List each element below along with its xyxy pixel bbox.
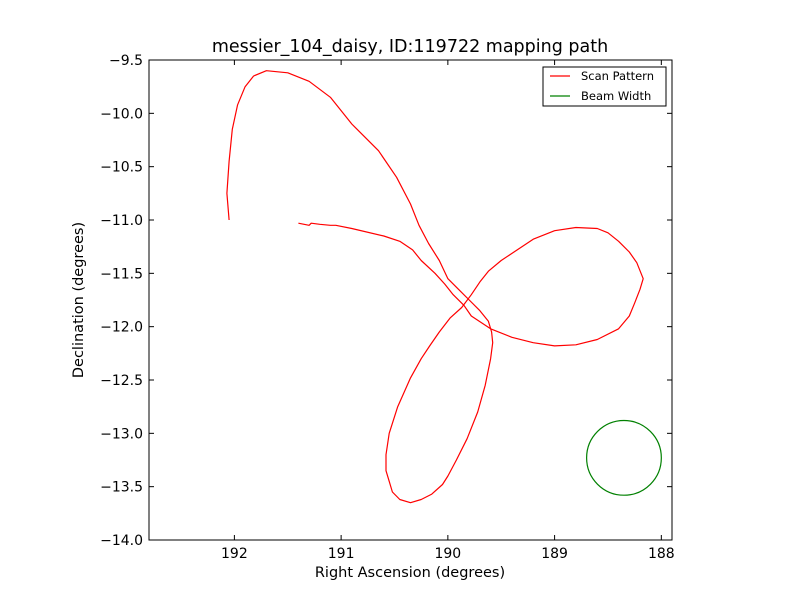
axis-ticks: 192 191 190 189 188 −9.5 −10.0 −10.5 −11.0 −11.5 −… (100, 53, 675, 562)
y-tick-label: −13.5 (100, 480, 143, 496)
x-tick-label: 192 (221, 546, 248, 562)
legend: Scan Pattern Beam Width (542, 66, 667, 107)
y-tick-label: −11.5 (100, 266, 143, 282)
y-tick-label: −12.0 (100, 320, 143, 336)
y-tick-label: −10.0 (100, 106, 143, 122)
y-tick-label: −13.0 (100, 426, 143, 442)
y-tick-label: −11.0 (100, 213, 143, 229)
x-tick-label: 189 (541, 546, 568, 562)
legend-scan-pattern-label: Scan Pattern (581, 69, 654, 83)
series-layer (226, 70, 662, 504)
x-tick-label: 190 (434, 546, 461, 562)
scan-pattern-line (226, 70, 644, 504)
plot-area (148, 59, 673, 541)
y-tick-label: −14.0 (100, 533, 143, 549)
chart-title: messier_104_daisy, ID:119722 mapping pat… (212, 37, 608, 57)
x-tick-label: 191 (328, 546, 355, 562)
beam-width-circle (586, 419, 662, 496)
y-tick-label: −9.5 (109, 53, 143, 69)
legend-box (542, 66, 667, 107)
y-tick-label: −12.5 (100, 373, 143, 389)
y-tick-label: −10.5 (100, 160, 143, 176)
x-tick-label: 188 (648, 546, 675, 562)
legend-beam-width-label: Beam Width (581, 89, 651, 103)
y-axis-title: Declination (degrees) (71, 222, 87, 378)
x-axis-title: Right Ascension (degrees) (315, 565, 505, 581)
